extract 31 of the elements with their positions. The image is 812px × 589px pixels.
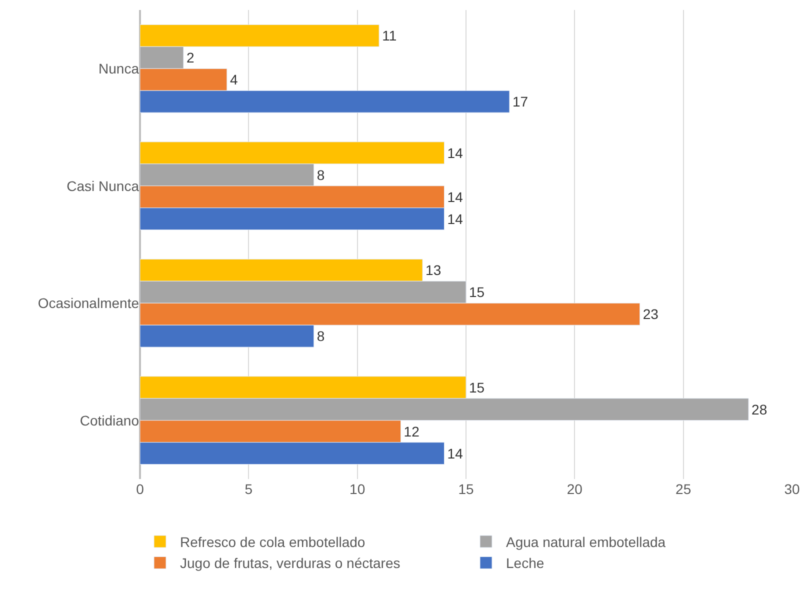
x-tick-label: 20 [566,481,583,497]
y-tick-label: Cotidiano [80,412,140,428]
data-label: 14 [447,188,464,205]
data-label: 2 [186,50,194,66]
data-label: 11 [382,28,397,44]
data-label: 15 [469,284,485,300]
data-label: 23 [642,306,659,322]
data-label: 14 [447,210,464,227]
x-tick-label: 0 [136,481,144,497]
data-label: 28 [752,401,768,418]
x-tick-label: 10 [350,481,366,497]
y-tick-label: Nunca [98,60,140,77]
legend-label: Refresco de cola embotellado [180,534,366,550]
data-label: 8 [316,166,325,183]
data-label: 14 [447,445,464,462]
data-label: 17 [512,94,528,110]
legend-label: Jugo de frutas, verduras o néctares [180,555,400,572]
data-label: 13 [426,262,442,278]
legend-label: Leche [506,555,544,572]
data-label: 8 [316,328,325,344]
legend-label: Agua natural embotellada [506,534,666,550]
y-tick-label: Casi Nunca [66,178,140,194]
data-label: 4 [230,72,238,88]
data-label: 12 [404,423,420,440]
data-label: 14 [447,144,464,161]
data-label: 15 [469,379,485,396]
x-tick-label: 5 [244,481,253,497]
x-tick-label: 15 [458,481,474,497]
y-tick-label: Ocasionalmente [38,295,140,312]
x-tick-label: 30 [784,481,800,497]
x-tick-label: 25 [676,481,692,497]
